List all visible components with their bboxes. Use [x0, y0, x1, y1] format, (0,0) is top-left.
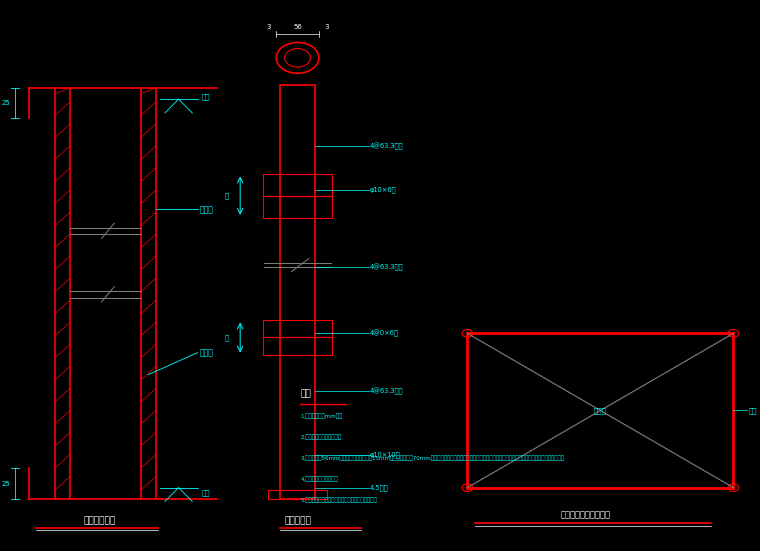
- Text: 3.检测管采用56mm，上端测量面高度不于15mm，管与承台通过70mm帽封焊，下端封闭前先超声检测完毕，不可重复，方允许封闭后用普通混凝土上口封闭了液。: 3.检测管采用56mm，上端测量面高度不于15mm，管与承台通过70mm帽封焊，…: [300, 455, 564, 461]
- Text: 检测管示意图: 检测管示意图: [84, 516, 116, 525]
- Text: 56: 56: [293, 24, 302, 30]
- Text: 检测管平面布置示意图: 检测管平面布置示意图: [560, 511, 610, 520]
- Text: 5.检测前务须对各检测管进行并行对应开合性测试。: 5.检测前务须对各检测管进行并行对应开合性测试。: [300, 497, 377, 503]
- Text: φ10×10钢: φ10×10钢: [370, 451, 401, 458]
- Text: 检测管: 检测管: [594, 407, 606, 414]
- Text: 检测: 检测: [201, 93, 210, 100]
- Text: φ10×6钢: φ10×6钢: [370, 187, 397, 193]
- Text: 说明: 说明: [300, 390, 311, 398]
- Text: 4@63.3钢管: 4@63.3钢管: [370, 142, 404, 150]
- Text: 4.5钢管: 4.5钢管: [370, 484, 389, 491]
- Bar: [280, 85, 315, 499]
- Text: 检测: 检测: [201, 490, 210, 496]
- Text: 吊: 吊: [224, 334, 229, 341]
- Text: 检测: 检测: [749, 407, 757, 414]
- Bar: [263, 320, 332, 337]
- Bar: [268, 490, 327, 499]
- Text: 检测管: 检测管: [200, 205, 214, 214]
- Text: 4@0×6钢: 4@0×6钢: [370, 329, 399, 337]
- Text: 25: 25: [2, 100, 11, 106]
- Text: 2.每个桩埋制检测管四根。: 2.每个桩埋制检测管四根。: [300, 434, 341, 440]
- Text: 检测管大样: 检测管大样: [284, 516, 311, 525]
- Text: 4.钢筋笼安装前面封闭。: 4.钢筋笼安装前面封闭。: [300, 476, 338, 482]
- Text: 3: 3: [267, 24, 271, 30]
- Text: 4@63.3钢管: 4@63.3钢管: [370, 387, 404, 395]
- Bar: [263, 196, 332, 218]
- Text: 25: 25: [2, 481, 11, 487]
- Text: 3: 3: [325, 24, 328, 30]
- Bar: [467, 333, 733, 488]
- Text: 吊: 吊: [224, 192, 229, 199]
- Text: 4@63.3钢管: 4@63.3钢管: [370, 263, 404, 271]
- Text: 检测距: 检测距: [200, 348, 214, 357]
- Bar: [263, 337, 332, 355]
- Bar: [263, 174, 332, 196]
- Text: 1.本图尺寸均为mm计。: 1.本图尺寸均为mm计。: [300, 413, 343, 419]
